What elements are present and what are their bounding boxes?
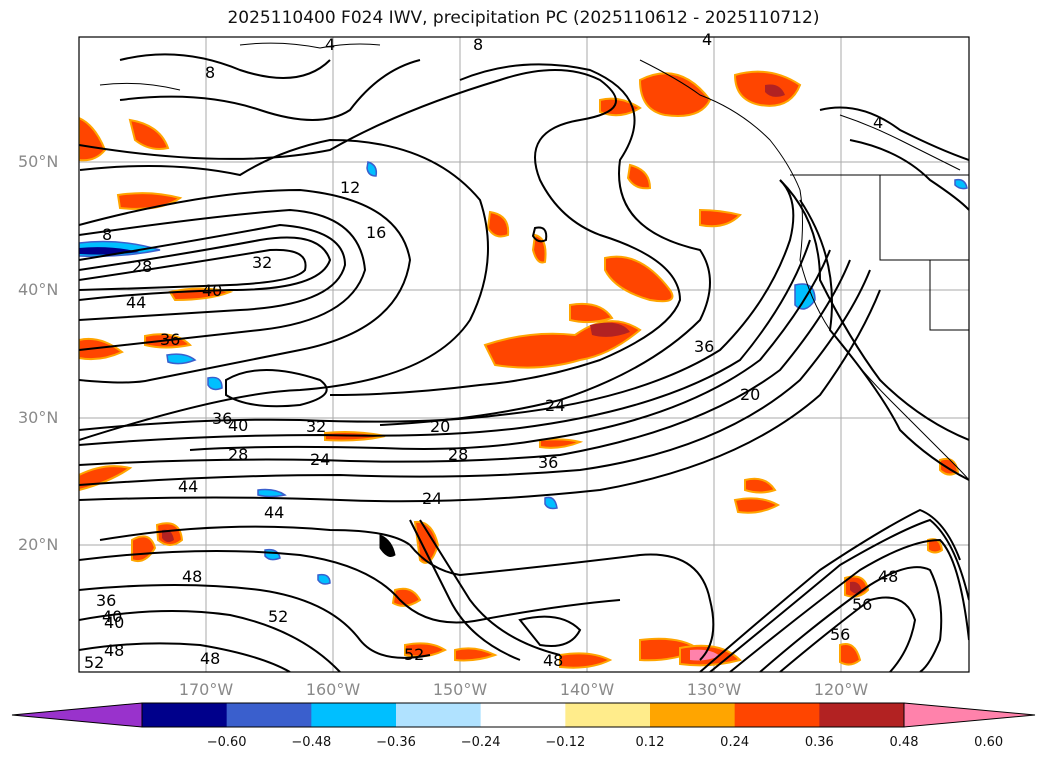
colorbar-segment bbox=[819, 703, 905, 727]
contour-label: 40 bbox=[104, 613, 124, 632]
map-title: 2025110400 F024 IWV, precipitation PC (2… bbox=[227, 8, 820, 28]
colorbar-tick-label: 0.48 bbox=[889, 735, 919, 750]
contour-label: 8 bbox=[473, 35, 483, 54]
map-frame bbox=[78, 36, 970, 673]
contour-label: 36 bbox=[538, 453, 558, 472]
contour-label: 36 bbox=[160, 330, 180, 349]
colorbar-segment bbox=[311, 703, 397, 727]
longitude-label: 170°W bbox=[178, 680, 234, 699]
contour-label: 24 bbox=[310, 450, 330, 469]
contour-label: 48 bbox=[104, 641, 124, 660]
longitude-label: 150°W bbox=[432, 680, 488, 699]
contour-label: 28 bbox=[448, 445, 468, 464]
contour-label: 44 bbox=[126, 293, 146, 312]
contour-label: 56 bbox=[852, 595, 872, 614]
colorbar-tick-label: 0.24 bbox=[720, 735, 750, 750]
colorbar-tick-label: −0.36 bbox=[376, 735, 416, 750]
colorbar-extend-high bbox=[903, 702, 1036, 728]
colorbar-tick-label: 0.12 bbox=[635, 735, 665, 750]
colorbar-tick-label: −0.12 bbox=[545, 735, 586, 750]
longitude-label: 160°W bbox=[305, 680, 361, 699]
contour-label: 24 bbox=[422, 489, 442, 508]
latitude-label: 20°N bbox=[18, 535, 59, 554]
contour-label: 52 bbox=[268, 607, 288, 626]
colorbar-segment bbox=[396, 703, 482, 727]
contour-label: 4 bbox=[873, 113, 883, 132]
contour-label: 8 bbox=[102, 225, 112, 244]
latitude-label: 50°N bbox=[18, 152, 59, 171]
iwv-contours bbox=[79, 53, 969, 672]
contour-label: 48 bbox=[200, 649, 220, 668]
contour-label: 32 bbox=[252, 253, 272, 272]
colorbar-segment bbox=[734, 703, 820, 727]
colorbar-extend-low bbox=[11, 702, 143, 728]
contour-label-group: 8 4 8 4 12 16 32 28 8 40 44 36 36 40 32 … bbox=[84, 30, 898, 672]
contour-label: 28 bbox=[228, 445, 248, 464]
contour-label: 12 bbox=[340, 178, 360, 197]
longitude-label: 130°W bbox=[686, 680, 742, 699]
contour-label: 40 bbox=[202, 281, 222, 300]
contour-label: 16 bbox=[366, 223, 386, 242]
contour-label: 4 bbox=[325, 35, 335, 54]
contour-label: 48 bbox=[543, 651, 563, 670]
colorbar-segment bbox=[480, 703, 566, 727]
colorbar-tick-label: 0.36 bbox=[804, 735, 834, 750]
contour-label: 52 bbox=[404, 645, 424, 664]
contour-label: 36 bbox=[212, 409, 232, 428]
contour-label: 48 bbox=[878, 567, 898, 586]
colorbar-tick-label: −0.48 bbox=[291, 735, 332, 750]
contour-label: 20 bbox=[430, 417, 450, 436]
contour-label: 24 bbox=[545, 396, 565, 415]
contour-label: 44 bbox=[264, 503, 284, 522]
colorbar-segments bbox=[11, 702, 1036, 728]
contour-label: 44 bbox=[178, 477, 198, 496]
colorbar-segment bbox=[565, 703, 651, 727]
latitude-label: 30°N bbox=[18, 408, 59, 427]
contour-label: 28 bbox=[132, 257, 152, 276]
coastlines bbox=[99, 42, 969, 557]
contour-label: 40 bbox=[102, 607, 122, 626]
latitude-label: 40°N bbox=[18, 280, 59, 299]
colorbar-tick-label: 0.60 bbox=[974, 735, 1004, 750]
longitude-label: 140°W bbox=[559, 680, 615, 699]
colorbar-segment bbox=[142, 703, 228, 727]
contour-label: 52 bbox=[84, 653, 104, 672]
contour-label: 8 bbox=[205, 63, 215, 82]
contour-label: 56 bbox=[830, 625, 850, 644]
colorbar-segment bbox=[650, 703, 736, 727]
contour-label: 20 bbox=[740, 385, 760, 404]
gridlines bbox=[79, 37, 969, 672]
colorbar-segment bbox=[226, 703, 312, 727]
longitude-label: 120°W bbox=[813, 680, 869, 699]
contour-label: 36 bbox=[96, 591, 116, 610]
colorbar-tick-label: −0.24 bbox=[460, 735, 501, 750]
colorbar-tick-label: −0.60 bbox=[206, 735, 247, 750]
contour-label: 36 bbox=[694, 337, 714, 356]
contour-label: 4 bbox=[702, 30, 712, 49]
colorbar bbox=[11, 702, 1036, 728]
contour-label: 40 bbox=[228, 416, 248, 435]
contour-label: 48 bbox=[182, 567, 202, 586]
contour-label: 32 bbox=[306, 417, 326, 436]
map-plot: 8 4 8 4 12 16 32 28 8 40 44 36 36 40 32 … bbox=[78, 30, 970, 673]
